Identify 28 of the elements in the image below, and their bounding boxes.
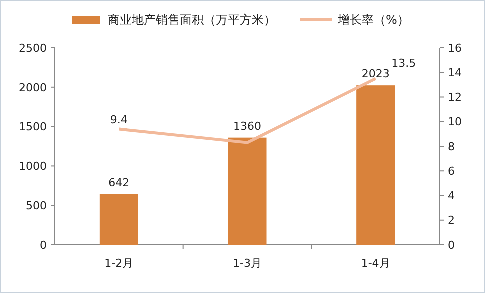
data-label: 642 (108, 176, 130, 190)
bar (356, 86, 396, 245)
y2-tick-label: 14 (448, 66, 462, 80)
y2-tick-label: 10 (448, 116, 462, 129)
y2-tick-label: 6 (448, 164, 455, 178)
data-label: 2023 (362, 68, 390, 81)
y2-tick-label: 4 (448, 190, 455, 203)
y2-tick-label: 16 (448, 42, 462, 55)
data-label: 13.5 (392, 56, 416, 70)
y-tick-label: 2000 (19, 81, 47, 94)
y-tick-label: 1000 (19, 160, 47, 174)
bar (100, 194, 138, 245)
x-tick-label: 1-4月 (361, 257, 390, 270)
x-tick-label: 1-2月 (104, 257, 134, 270)
y2-tick-label: 0 (448, 238, 455, 252)
y2-tick-label: 8 (448, 140, 455, 154)
y-tick-label: 500 (26, 199, 47, 212)
y-tick-label: 1500 (19, 120, 47, 134)
y-tick-label: 0 (40, 238, 47, 252)
y-tick-label: 2500 (19, 42, 47, 55)
legend-label: 商业地产销售面积（万平方米） (108, 13, 276, 28)
bar (228, 138, 267, 245)
y2-tick-label: 12 (448, 91, 462, 104)
legend-label: 增长率（%） (337, 13, 410, 28)
data-label: 9.4 (110, 113, 128, 126)
y2-tick-label: 2 (448, 214, 455, 228)
data-label: 1360 (234, 120, 262, 133)
x-tick-label: 1-3月 (233, 257, 262, 270)
